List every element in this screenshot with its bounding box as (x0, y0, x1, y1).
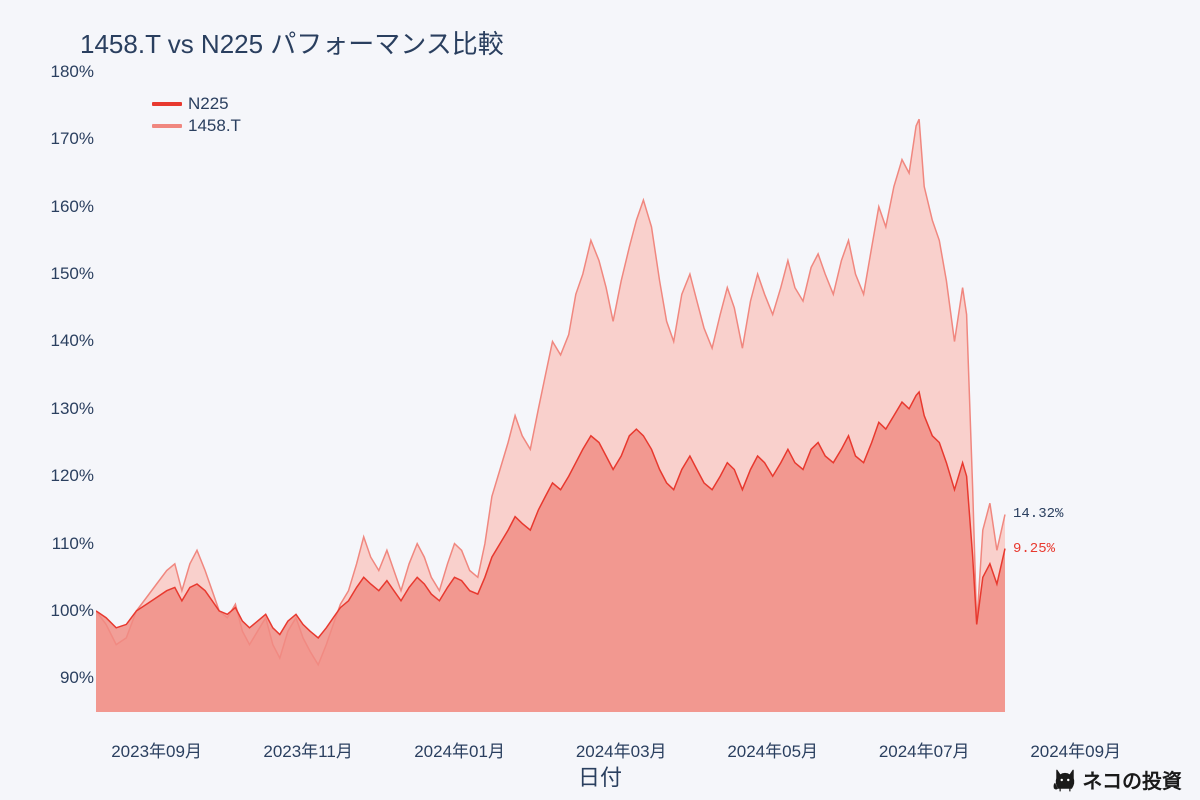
x-tick-label: 2024年09月 (1030, 737, 1121, 762)
x-tick-label: 2023年09月 (111, 737, 202, 762)
y-tick-label: 180% (50, 62, 94, 82)
legend: N225 1458.T (152, 94, 241, 138)
x-tick-label: 2024年07月 (879, 737, 970, 762)
y-tick-label: 110% (50, 534, 94, 554)
x-axis-label: 日付 (578, 760, 622, 792)
y-tick-label: 150% (50, 264, 94, 284)
y-tick-label: 120% (50, 466, 94, 486)
y-tick-label: 170% (50, 129, 94, 149)
legend-item-1458t[interactable]: 1458.T (152, 116, 241, 136)
series-end-label-n225: 9.25% (1013, 541, 1055, 557)
watermark: ネコの投資 (1052, 765, 1182, 794)
chart-title: 1458.T vs N225 パフォーマンス比較 (80, 24, 504, 61)
y-tick-label: 140% (50, 331, 94, 351)
y-tick-label: 90% (50, 668, 94, 688)
legend-swatch (152, 102, 182, 106)
x-tick-label: 2024年05月 (727, 737, 818, 762)
legend-item-n225[interactable]: N225 (152, 94, 241, 114)
watermark-text: ネコの投資 (1082, 765, 1182, 794)
y-tick-label: 160% (50, 197, 94, 217)
y-tick-label: 130% (50, 399, 94, 419)
x-tick-label: 2024年01月 (414, 737, 505, 762)
x-tick-label: 2023年11月 (263, 737, 352, 762)
series-end-label-1458t: 14.32% (1013, 506, 1063, 522)
y-tick-label: 100% (50, 601, 94, 621)
legend-label: N225 (188, 94, 229, 114)
x-tick-label: 2024年03月 (576, 737, 667, 762)
legend-label: 1458.T (188, 116, 241, 136)
legend-swatch (152, 124, 182, 128)
cat-icon (1052, 767, 1078, 793)
plot-area (96, 72, 1106, 712)
chart-svg (96, 72, 1106, 712)
